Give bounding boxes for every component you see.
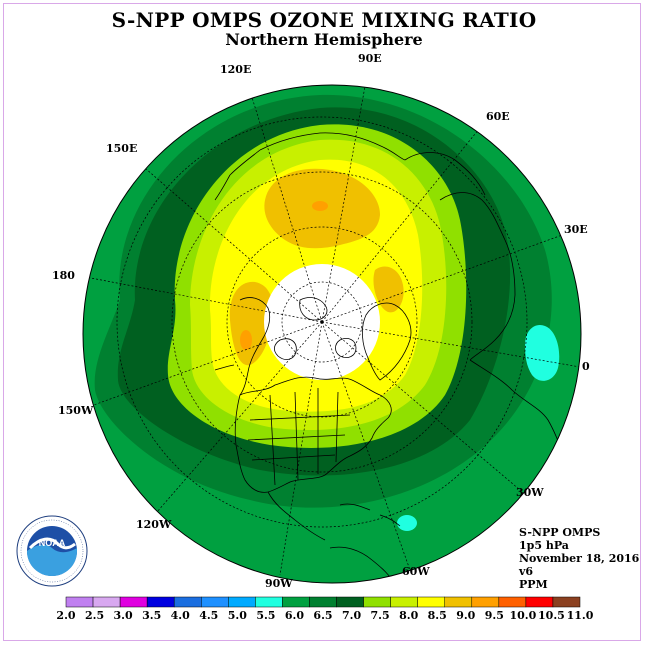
colorbar-tick-label: 3.0: [114, 609, 133, 622]
colorbar-swatch: [444, 596, 473, 608]
colorbar-tick-label: 7.0: [342, 609, 361, 622]
colorbar-swatch: [309, 596, 337, 608]
colorbar-tick-label: 4.0: [171, 609, 190, 622]
colorbar-swatch: [498, 596, 527, 608]
lon-label-60w: 60W: [402, 565, 430, 578]
field-5-5-caribbean: [397, 515, 417, 531]
colorbar-tick-label: 11.0: [567, 609, 594, 622]
info-block: S-NPP OMPS 1p5 hPa November 18, 2016 v6 …: [519, 526, 639, 591]
lon-label-30e: 30E: [564, 223, 588, 236]
colorbar-tick-label: 7.5: [371, 609, 390, 622]
field-9-5-spot-2: [240, 330, 252, 350]
lon-label-0: 0: [582, 360, 590, 373]
field-9-5-spot-1: [312, 201, 328, 211]
map-title: S-NPP OMPS OZONE MIXING RATIO: [111, 8, 537, 32]
colorbar: 2.0 2.5 3.0 3.5 4.0 4.5 5.0 5.5 6.0 6.5 7.0 7.5 8.0 8…: [56, 596, 594, 622]
lon-label-150w: 150W: [58, 404, 94, 417]
info-units: PPM: [519, 578, 548, 591]
colorbar-tick-label: 10.5: [538, 609, 565, 622]
colorbar-swatch: [255, 596, 283, 608]
colorbar-swatch: [282, 596, 310, 608]
lon-label-120e: 120E: [220, 63, 251, 76]
info-date: November 18, 2016: [519, 552, 640, 565]
colorbar-swatch: [119, 596, 148, 608]
colorbar-swatch: [417, 596, 445, 608]
colorbar-swatch: [525, 596, 554, 608]
colorbar-swatch: [363, 596, 391, 608]
figure-frame: [3, 3, 641, 641]
colorbar-tick-label: 8.0: [399, 609, 418, 622]
lon-label-60e: 60E: [486, 110, 510, 123]
noaa-logo: NOAA: [16, 515, 88, 587]
colorbar-swatch: [65, 596, 94, 608]
field-5-5-atlantic: [525, 324, 560, 381]
map-boundary: [82, 84, 582, 584]
colorbar-tick-label: 2.0: [56, 609, 75, 622]
colorbar-tick-label: 5.0: [228, 609, 247, 622]
colorbar-tick-label: 6.5: [313, 609, 332, 622]
colorbar-tick-label: 5.5: [256, 609, 275, 622]
colorbar-tick-label: 2.5: [85, 609, 104, 622]
field-9-0-west: [229, 281, 273, 366]
colorbar-swatch: [471, 596, 500, 608]
colorbar-swatch: [552, 596, 581, 608]
colorbar-tick-label: 8.5: [428, 609, 447, 622]
colorbar-tick-label: 3.5: [142, 609, 161, 622]
lon-label-150e: 150E: [106, 142, 137, 155]
lon-label-180: 180: [52, 269, 75, 282]
noaa-logo-text: NOAA: [39, 538, 66, 548]
colorbar-swatch: [336, 596, 364, 608]
colorbar-swatch: [390, 596, 418, 608]
graticule: [83, 85, 581, 576]
colorbar-tick-label: 10.0: [509, 609, 536, 622]
coastlines: [214, 132, 566, 583]
info-level: 1p5 hPa: [519, 539, 569, 552]
colorbar-swatch: [173, 596, 202, 608]
colorbar-tick-label: 9.5: [485, 609, 504, 622]
map-disk: [83, 85, 581, 583]
colorbar-tick-label: 6.0: [285, 609, 304, 622]
colorbar-tick-label: 4.5: [199, 609, 218, 622]
map-subtitle: Northern Hemisphere: [225, 30, 423, 49]
colorbar-swatch: [146, 596, 175, 608]
colorbar-swatch: [228, 596, 256, 608]
lon-label-30w: 30W: [516, 486, 544, 499]
field-9-0-east: [373, 266, 404, 313]
colorbar-tick-label: 9.0: [456, 609, 475, 622]
info-version: v6: [519, 565, 534, 578]
lon-label-90w: 90W: [265, 577, 293, 590]
colorbar-swatch: [92, 596, 121, 608]
info-instrument: S-NPP OMPS: [519, 526, 601, 539]
lon-label-120w: 120W: [136, 518, 172, 531]
lon-label-90e: 90E: [358, 52, 382, 65]
colorbar-swatch: [201, 596, 229, 608]
